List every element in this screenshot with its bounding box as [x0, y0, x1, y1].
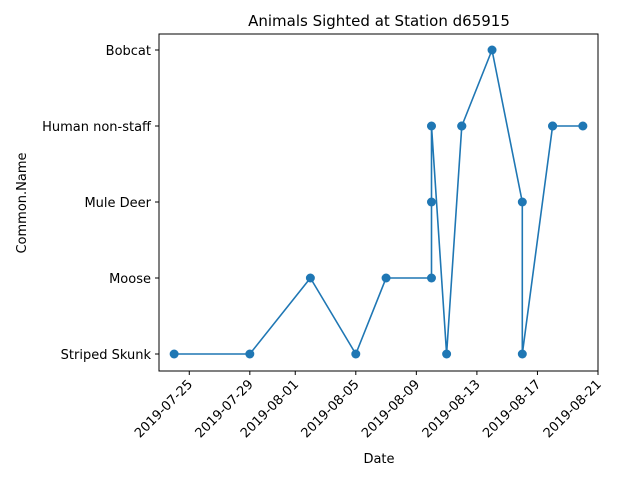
data-point — [245, 349, 255, 359]
x-tick-label: 2019-08-21 — [541, 377, 605, 441]
plot-area — [169, 45, 588, 359]
data-point — [426, 273, 436, 283]
x-tick-label: 2019-08-05 — [299, 377, 363, 441]
x-tick-label: 2019-08-09 — [359, 377, 423, 441]
data-point — [442, 349, 452, 359]
x-axis-label: Date — [363, 452, 394, 467]
data-point — [381, 273, 391, 283]
data-point — [169, 349, 179, 359]
y-axis: Striped Skunk Moose Mule Deer Human non-sta… — [42, 44, 159, 363]
chart-title: Animals Sighted at Station d65915 — [248, 12, 510, 30]
data-point — [517, 197, 527, 207]
y-axis-label: Common.Name — [15, 152, 30, 253]
data-point — [457, 121, 467, 131]
data-point — [487, 45, 497, 55]
y-tick-label: Human non-staff — [42, 120, 152, 135]
x-tick-label: 2019-08-13 — [420, 377, 484, 441]
y-tick-label: Bobcat — [106, 44, 151, 59]
data-point — [305, 273, 315, 283]
data-point — [548, 121, 558, 131]
plot-frame — [158, 33, 599, 372]
data-point — [426, 197, 436, 207]
x-axis: 2019-07-252019-07-292019-08-012019-08-05… — [132, 371, 605, 441]
y-tick-label: Striped Skunk — [61, 348, 152, 363]
data-point — [517, 349, 527, 359]
x-tick-label: 2019-08-17 — [480, 377, 544, 441]
data-point — [351, 349, 361, 359]
y-tick-label: Moose — [109, 272, 151, 287]
x-tick-label: 2019-07-25 — [132, 377, 196, 441]
data-point — [426, 121, 436, 131]
y-tick-label: Mule Deer — [84, 196, 151, 211]
data-point — [578, 121, 588, 131]
